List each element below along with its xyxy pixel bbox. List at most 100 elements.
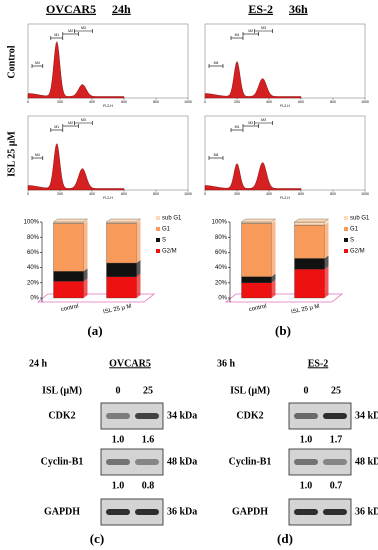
x-tick-label: 0 [204,100,206,104]
histogram [204,162,302,191]
x-tick-label: 600 [298,100,304,104]
size-label: 34 kDa [167,410,197,421]
bar-segment [53,221,84,224]
ratio-label: 1.7 [330,434,343,445]
x-tick-label: 200 [57,100,63,104]
time-label: 24 h [29,358,48,369]
dose-label: 0 [116,385,121,396]
panel-label: (c) [90,531,104,546]
dose-label: 25 [143,385,153,396]
y-tick-label: 20% [215,280,228,286]
x-tick-label: 0 [27,192,29,196]
bar-segment [106,276,137,299]
histogram [27,143,125,191]
bar-side [136,220,141,264]
bar-segment [241,221,272,224]
x-tick-label: 400 [266,192,272,196]
time-label: 36 h [217,358,236,369]
histogram-frame [204,115,366,191]
bar-side [324,219,329,226]
x-tick-label: 400 [89,192,95,196]
gate-label: M1 [235,33,240,37]
x-tick-label: ISL 25 μ M [291,304,321,316]
cell-label: ES-2 [308,358,329,369]
bar-top [53,218,88,223]
bar-side [83,268,88,282]
y-tick-label: 40% [27,265,40,271]
size-label: 36 kDa [355,506,378,517]
size-label: 48 kDa [355,456,378,467]
floor [224,293,344,303]
legend-swatch [344,249,348,253]
gate-label: M4 [35,153,40,157]
x-tick-label: 200 [234,192,240,196]
ratio-label: 0.8 [142,480,155,491]
x-tick-label: 600 [121,100,127,104]
legend-swatch [156,216,160,220]
band [323,509,347,515]
bar-segment [241,282,272,299]
bar-side [271,220,276,277]
legend-label: sub G1 [350,216,370,222]
x-tick-label: 800 [330,192,336,196]
legend-label: sub G1 [162,216,182,222]
dose-label: 0 [304,385,309,396]
ratio-label: 1.0 [300,480,313,491]
panel-label: (a) [87,323,102,338]
bar-segment [53,271,84,282]
size-label: 34 kDa [355,410,378,421]
y-tick-label: 60% [215,250,228,256]
band [106,413,130,419]
bar-segment [294,221,325,226]
protein-label: Cyclin-B1 [41,456,84,467]
cell-header: OVCAR5 [46,2,96,16]
y-tick-label: 20% [27,280,40,286]
band [135,509,159,515]
row-label: ISL 25 μM [6,131,17,177]
protein-label: CDK2 [48,410,75,421]
histogram [27,41,125,99]
gate-label: M2 [68,29,73,33]
band [135,413,159,419]
protein-label: GAPDH [44,506,80,517]
x-tick-label: control [248,304,267,314]
x-tick-label: 800 [330,100,336,104]
protein-label: Cyclin-B1 [229,456,272,467]
x-tick-label: ISL 25 μ M [103,304,133,316]
time-header: 36h [289,2,308,16]
gate-label: M1 [54,33,59,37]
x-tick-label: 0 [204,192,206,196]
bar-top [241,218,276,223]
x-axis-label: FL2-H [103,196,113,200]
gate-label: M1 [235,125,240,129]
x-tick-label: 1000 [361,100,369,104]
x-tick-label: control [60,304,79,314]
gate-label: M2 [248,29,253,33]
bar-side [324,255,329,270]
legend-swatch [344,216,348,220]
x-axis-label: FL2-H [280,104,290,108]
y-tick-label: 0% [218,296,227,302]
bar-side [83,220,88,272]
gate-label: M2 [248,121,253,125]
time-header: 24h [112,2,131,16]
y-tick-label: 60% [27,250,40,256]
band [135,459,159,465]
gate-label: M3 [261,118,266,122]
bar-segment [241,276,272,283]
x-tick-label: 600 [121,192,127,196]
legend-label: G2/M [350,249,365,255]
gate-label: M3 [81,118,86,122]
bar-side [83,219,88,224]
x-tick-label: 200 [57,192,63,196]
ratio-label: 1.0 [300,434,313,445]
bar-side [324,266,329,298]
ratio-label: 1.0 [112,480,125,491]
y-tick-label: 80% [27,235,40,241]
bar-side [324,222,329,259]
legend-swatch [344,227,348,231]
legend-label: S [162,238,166,244]
row-label: Control [6,45,17,78]
treatment-label: ISL (μM) [42,385,82,396]
size-label: 36 kDa [167,506,197,517]
